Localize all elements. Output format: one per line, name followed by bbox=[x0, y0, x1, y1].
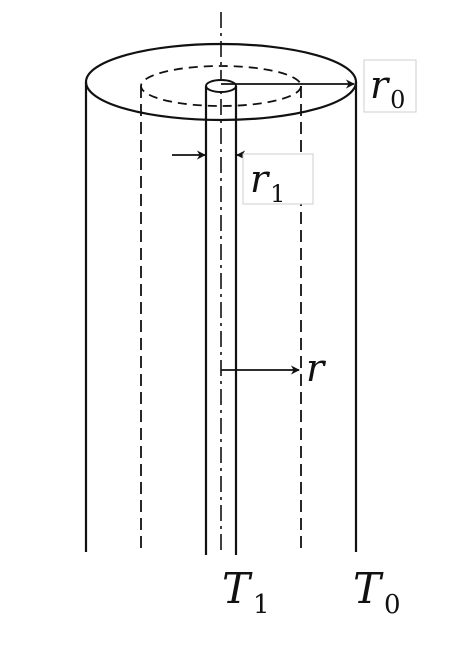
inner-rod-top bbox=[205, 79, 237, 93]
inner-radius-label: r1 bbox=[250, 157, 285, 208]
outer-radius-label: r0 bbox=[370, 63, 405, 114]
inner-radius-label-box bbox=[242, 153, 314, 205]
outer-radius-label-box bbox=[363, 59, 417, 113]
radius-label: r bbox=[306, 346, 327, 390]
